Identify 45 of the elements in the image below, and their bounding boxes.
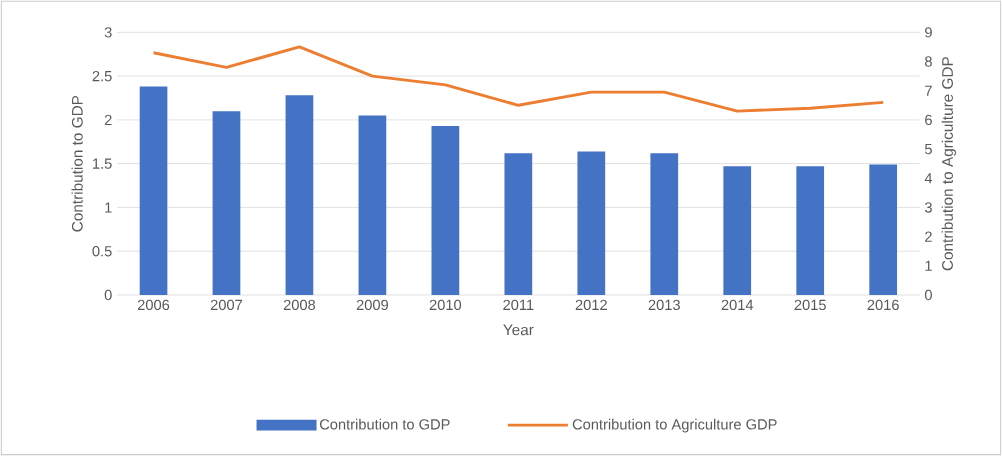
y-tick-label: 2.5 xyxy=(92,70,112,82)
x-tick-label: 2007 xyxy=(210,299,243,311)
y2-tick-label: 7 xyxy=(925,85,932,96)
x-tick-label: 2012 xyxy=(575,299,607,311)
y2-tick-label: 9 xyxy=(925,27,932,38)
y-tick-label: 3 xyxy=(104,27,112,38)
y2-tick-label: 1 xyxy=(925,260,932,271)
y2-tick-label: 6 xyxy=(925,114,932,126)
y2-axis-title: Contribution to Agriculture GDP xyxy=(941,57,956,271)
y2-tick-label: 8 xyxy=(925,56,932,67)
bar xyxy=(650,153,679,295)
y2-tick-label: 4 xyxy=(924,173,933,184)
legend-label: Contribution to GDP xyxy=(319,418,450,430)
x-tick-label: 2016 xyxy=(867,299,899,311)
x-tick-label: 2013 xyxy=(648,299,680,311)
bar xyxy=(869,164,898,295)
y2-tick-label: 3 xyxy=(924,202,932,213)
y-tick-label: 0.5 xyxy=(92,246,112,257)
x-tick-label: 2015 xyxy=(794,299,826,311)
x-tick-label: 2010 xyxy=(429,299,462,311)
bar xyxy=(358,115,387,295)
x-axis-title: Year xyxy=(503,324,534,336)
bar xyxy=(285,95,314,295)
y-tick-label: 1 xyxy=(105,202,112,213)
y-tick-label: 0 xyxy=(104,289,112,301)
line-series xyxy=(152,45,885,113)
y-axis-title: Contribution to GDP xyxy=(71,95,83,232)
x-tick-label: 2006 xyxy=(137,299,170,311)
y-tick-label: 2 xyxy=(104,114,112,125)
y2-tick-label: 5 xyxy=(924,143,932,155)
y-tick-label: 1.5 xyxy=(93,158,112,169)
bar xyxy=(577,151,606,295)
bar xyxy=(431,126,460,295)
x-tick-label: 2011 xyxy=(503,299,534,311)
y2-tick-label: 2 xyxy=(925,231,932,242)
bar xyxy=(139,86,168,295)
bar xyxy=(504,153,533,295)
legend-label: Contribution to Agriculture GDP xyxy=(572,418,777,433)
bar xyxy=(723,166,752,295)
bar xyxy=(796,166,825,295)
x-tick-label: 2008 xyxy=(283,299,316,311)
x-tick-label: 2014 xyxy=(721,299,754,311)
x-tick-label: 2009 xyxy=(356,299,389,311)
bar xyxy=(212,111,241,295)
y2-tick-label: 0 xyxy=(924,289,932,301)
